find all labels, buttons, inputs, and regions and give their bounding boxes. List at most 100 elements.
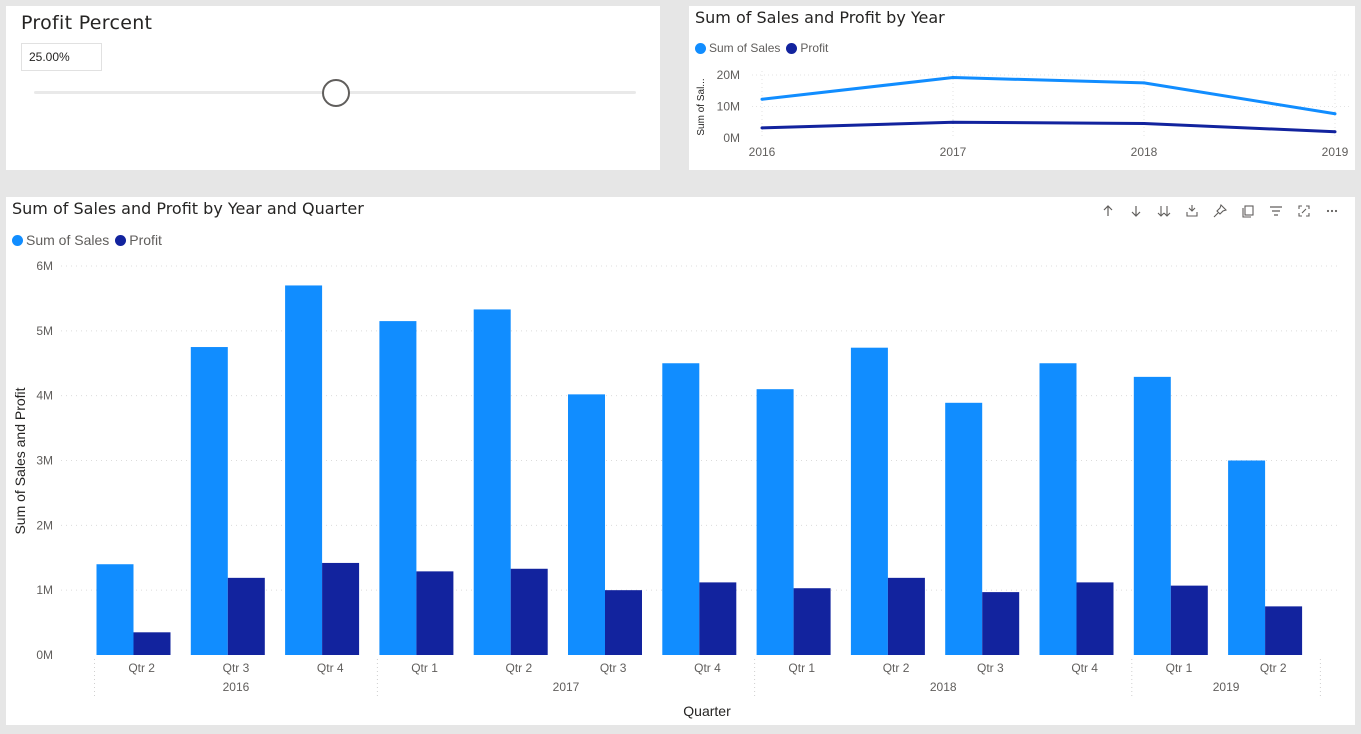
focus-mode-icon[interactable]: [1293, 203, 1315, 219]
slicer-value-input[interactable]: 25.00%: [21, 43, 102, 71]
sales-bar-2018-qtr3: [945, 402, 983, 655]
sales-point-2016: [760, 97, 764, 101]
y-tick-label: 4M: [36, 389, 53, 403]
line-chart-plot: 20M 10M 0M 2016 2017 2018 2019 Sum of Sal...: [696, 68, 1350, 159]
legend-profit-dot: [115, 234, 127, 246]
y-axis-title: Sum of Sal...: [696, 78, 707, 135]
profit-bar-2016-qtr2: [133, 632, 171, 655]
sales-point-2018: [1142, 81, 1146, 85]
line-chart-card: Sum of Sales and Profit by Year Sum of S…: [689, 6, 1355, 170]
y-tick-label: 0M: [36, 648, 53, 662]
y-tick-label: 5M: [36, 324, 53, 338]
profit-point-2018: [1142, 122, 1146, 126]
profit-point-2017: [951, 120, 955, 124]
legend-profit-dot: [786, 42, 798, 54]
sales-bar-2018-qtr4: [1039, 363, 1077, 655]
sales-bar-2016-qtr2: [96, 564, 134, 655]
bar-chart-card: Sum of Sales and Profit by Year and Quar…: [6, 197, 1355, 725]
x-tick-label-quarter: Qtr 3: [223, 661, 250, 675]
slider-thumb[interactable]: [322, 79, 350, 107]
x-tick-label: 2019: [1322, 145, 1349, 159]
x-tick-label-year: 2016: [223, 680, 250, 694]
sales-bar-2017-qtr1: [379, 321, 417, 655]
profit-bar-2017-qtr4: [699, 582, 737, 655]
y-tick-label: 10M: [717, 100, 740, 114]
filter-icon[interactable]: [1265, 203, 1287, 219]
profit-bar-2016-qtr3: [227, 577, 265, 655]
sales-bar-2018-qtr1: [756, 389, 794, 655]
profit-bar-2018-qtr1: [793, 588, 831, 655]
y-tick-label: 0M: [723, 131, 740, 145]
profit-bar-2018-qtr4: [1076, 582, 1114, 655]
profit-bar-2018-qtr3: [982, 592, 1020, 655]
profit-line: [761, 120, 1336, 134]
legend-sales-label: Sum of Sales: [709, 41, 781, 55]
legend-sales-label: Sum of Sales: [26, 232, 110, 248]
bar-chart-legend: Sum of Sales Profit: [12, 232, 168, 248]
sales-bar-2016-qtr3: [190, 347, 228, 655]
line-chart-legend: Sum of Sales Profit: [695, 41, 834, 55]
expand-next-level-icon[interactable]: [1153, 203, 1175, 219]
x-tick-label-quarter: Qtr 1: [1166, 661, 1193, 675]
profit-bar-2017-qtr1: [416, 571, 454, 655]
legend-sales-dot: [12, 234, 23, 246]
slicer-title: Profit Percent: [21, 12, 153, 34]
more-options-icon[interactable]: [1321, 203, 1343, 219]
y-axis-title: Sum of Sales and Profit: [12, 387, 28, 534]
sales-point-2017: [951, 76, 955, 80]
profit-bar-2017-qtr3: [605, 590, 642, 655]
sales-bar-2017-qtr2: [473, 309, 511, 655]
legend-profit-label: Profit: [800, 41, 829, 55]
x-tick-label-year: 2018: [930, 680, 957, 694]
bar-chart-title: Sum of Sales and Profit by Year and Quar…: [12, 199, 364, 218]
sales-bar-2016-qtr4: [285, 285, 323, 655]
y-tick-label: 20M: [717, 68, 740, 82]
x-tick-label-year: 2019: [1213, 680, 1240, 694]
legend-item-sales[interactable]: Sum of Sales: [12, 232, 109, 248]
y-tick-label: 3M: [36, 454, 53, 468]
legend-profit-label: Profit: [129, 232, 162, 248]
drill-up-icon[interactable]: [1097, 203, 1119, 219]
legend-item-sales[interactable]: Sum of Sales: [695, 41, 780, 55]
sales-bar-2017-qtr3: [568, 394, 605, 655]
visual-header-toolbar: [1097, 203, 1343, 219]
profit-percent-slicer: Profit Percent 25.00%: [6, 6, 660, 170]
legend-sales-dot: [695, 42, 706, 54]
copy-icon[interactable]: [1237, 203, 1259, 219]
y-tick-label: 6M: [36, 259, 53, 273]
legend-item-profit[interactable]: Profit: [786, 41, 828, 55]
line-chart-title: Sum of Sales and Profit by Year: [695, 8, 945, 27]
x-tick-label-quarter: Qtr 2: [506, 661, 533, 675]
x-tick-label-quarter: Qtr 4: [1071, 661, 1098, 675]
x-tick-label: 2016: [749, 145, 776, 159]
profit-bar-2019-qtr1: [1170, 585, 1208, 655]
x-tick-label: 2017: [940, 145, 967, 159]
legend-item-profit[interactable]: Profit: [115, 232, 162, 248]
x-tick-label-quarter: Qtr 1: [788, 661, 815, 675]
profit-point-2019: [1333, 130, 1337, 134]
x-axis-title: Quarter: [683, 703, 731, 719]
sales-line: [761, 76, 1336, 116]
sales-bar-2017-qtr4: [662, 363, 700, 655]
bar-chart-plot: 6M 5M 4M 3M 2M 1M 0M Sum of Sales and Profit Qtr…: [12, 259, 1341, 719]
profit-point-2016: [760, 126, 764, 130]
x-tick-label-year: 2017: [553, 680, 580, 694]
x-tick-label-quarter: Qtr 4: [694, 661, 721, 675]
x-tick-label-quarter: Qtr 2: [883, 661, 910, 675]
profit-bar-2018-qtr2: [887, 577, 925, 655]
x-tick-label-quarter: Qtr 3: [600, 661, 627, 675]
sales-bar-2019-qtr2: [1228, 460, 1266, 655]
profit-bar-2017-qtr2: [510, 568, 548, 655]
x-tick-label-quarter: Qtr 3: [977, 661, 1004, 675]
sales-point-2019: [1333, 112, 1337, 116]
x-tick-label-quarter: Qtr 2: [1260, 661, 1287, 675]
y-tick-label: 1M: [36, 583, 53, 597]
pin-icon[interactable]: [1209, 203, 1231, 219]
sales-bar-2019-qtr1: [1133, 376, 1171, 655]
x-tick-label-quarter: Qtr 4: [317, 661, 344, 675]
drill-down-icon[interactable]: [1125, 203, 1147, 219]
x-tick-label-quarter: Qtr 1: [411, 661, 438, 675]
expand-all-icon[interactable]: [1181, 203, 1203, 219]
y-tick-label: 2M: [36, 518, 53, 532]
x-tick-label-quarter: Qtr 2: [128, 661, 155, 675]
